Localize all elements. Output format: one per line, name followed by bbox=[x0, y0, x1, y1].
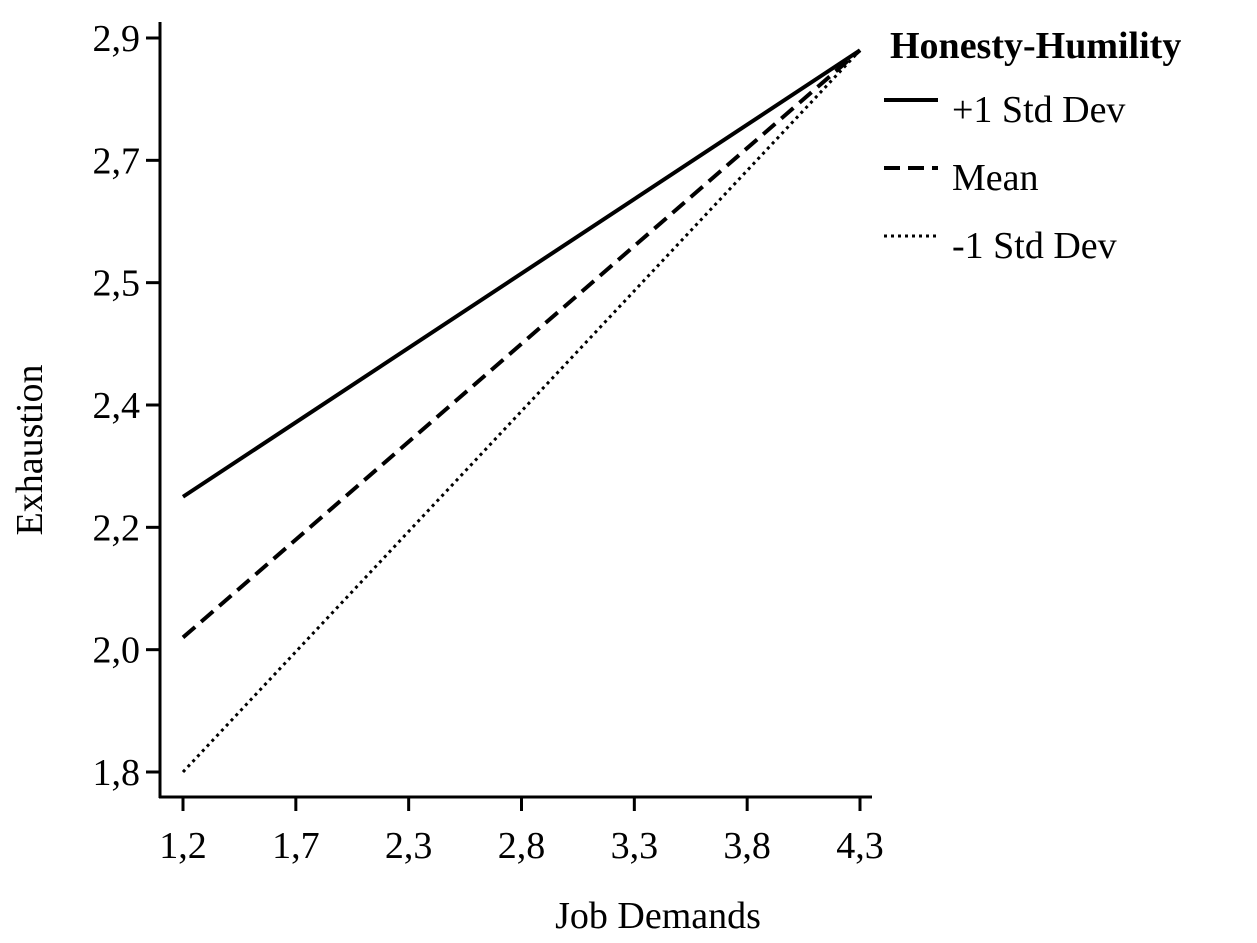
x-axis-ticks: 1,2 1,7 2,3 2,8 3,3 3,8 4,3 bbox=[159, 797, 884, 867]
x-tick-label: 2,3 bbox=[385, 825, 433, 867]
y-tick-label: 2,9 bbox=[93, 18, 141, 60]
x-tick-label: 3,3 bbox=[611, 825, 659, 867]
x-tick-label: 1,2 bbox=[159, 825, 207, 867]
legend-label-2: Mean bbox=[952, 157, 1039, 199]
y-tick-label: 1,8 bbox=[93, 752, 141, 794]
y-tick-label: 2,4 bbox=[93, 385, 141, 427]
x-tick-label: 1,7 bbox=[272, 825, 320, 867]
series-line-1 bbox=[181, 48, 862, 499]
x-tick-label: 2,8 bbox=[498, 825, 546, 867]
legend-label-1: +1 Std Dev bbox=[952, 89, 1125, 131]
y-axis-ticks: 1,8 2,0 2,2 2,4 2,5 2,7 2,9 bbox=[93, 18, 160, 794]
legend-label-3: -1 Std Dev bbox=[952, 225, 1117, 267]
series-line-3 bbox=[181, 49, 862, 774]
y-axis-title: Exhaustion bbox=[9, 365, 51, 536]
plot-lines bbox=[181, 48, 862, 774]
y-tick-label: 2,2 bbox=[93, 507, 141, 549]
y-tick-label: 2,0 bbox=[93, 630, 141, 672]
legend-title: Honesty-Humility bbox=[890, 25, 1181, 67]
axes bbox=[158, 22, 872, 799]
y-tick-label: 2,5 bbox=[93, 263, 141, 305]
series-line-2 bbox=[181, 48, 862, 639]
legend: Honesty-Humility +1 Std Dev Mean -1 Std De… bbox=[884, 25, 1181, 267]
x-tick-label: 4,3 bbox=[836, 825, 884, 867]
y-tick-label: 2,7 bbox=[93, 140, 141, 182]
x-axis-title: Job Demands bbox=[555, 895, 761, 937]
x-tick-label: 3,8 bbox=[723, 825, 771, 867]
